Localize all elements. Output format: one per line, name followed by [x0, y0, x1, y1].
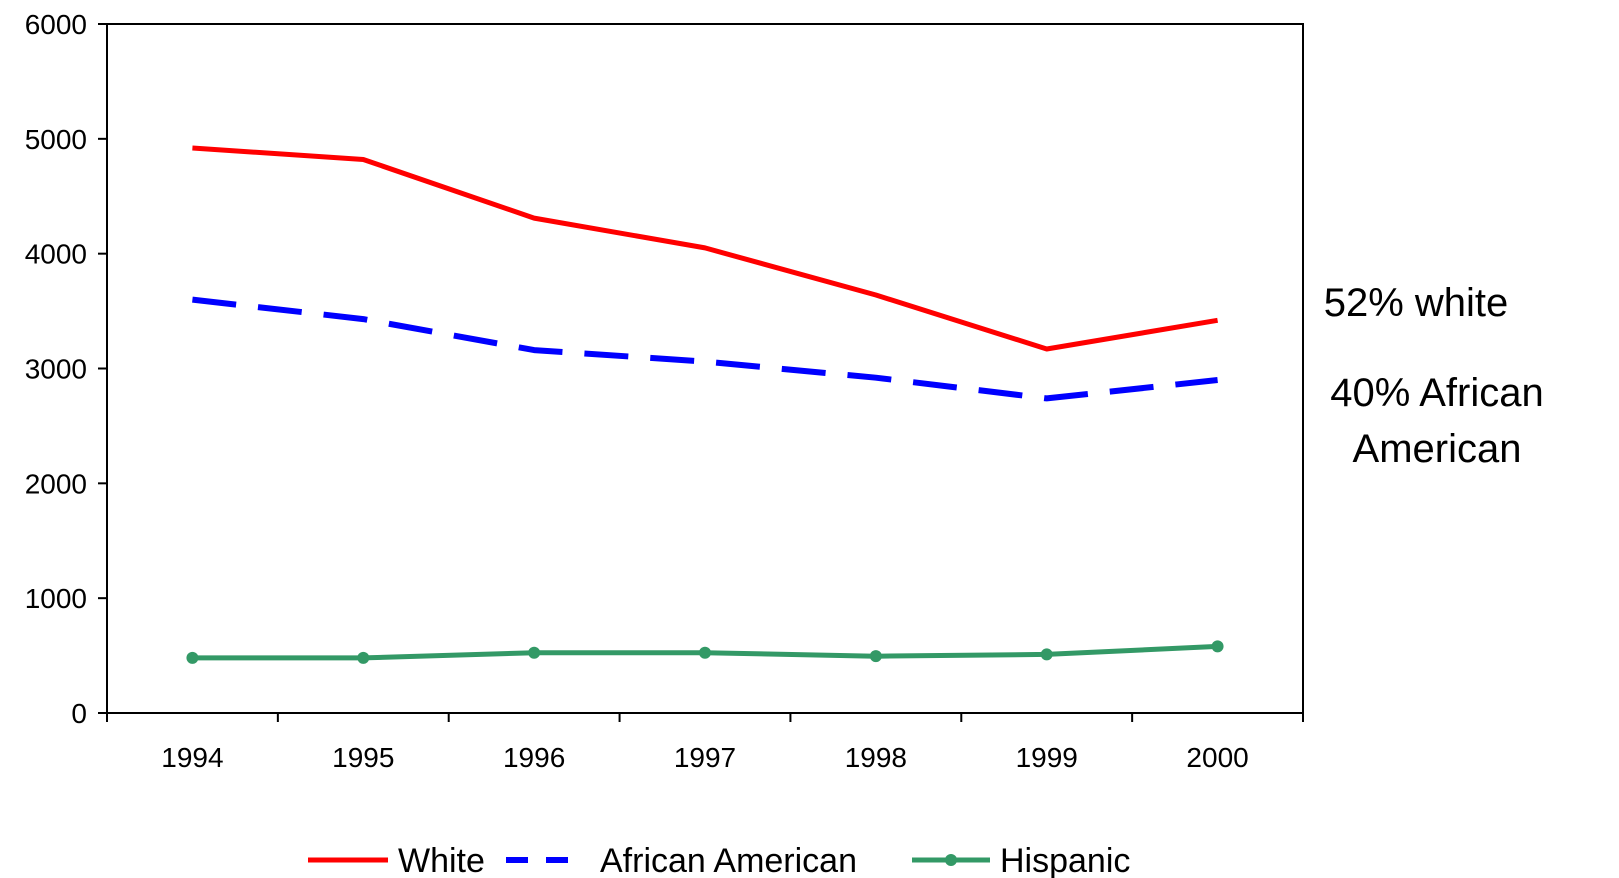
- y-tick-label: 5000: [25, 124, 87, 155]
- annotation-text: American: [1353, 427, 1522, 471]
- annotation-text: 40% African: [1330, 371, 1543, 415]
- series-line-african-american: [192, 296, 1218, 402]
- plot-frame: [106, 23, 1304, 714]
- data-point-hispanic: [528, 646, 541, 659]
- legend-label-african-american: African American: [600, 842, 857, 878]
- data-point-hispanic: [1040, 648, 1053, 661]
- plot-series: [186, 145, 1224, 664]
- data-point-hispanic: [186, 651, 199, 664]
- legend-marker-hispanic: [945, 854, 957, 866]
- x-tick-label: 1997: [674, 742, 736, 773]
- y-tick-label: 6000: [25, 9, 87, 40]
- y-tick-label: 2000: [25, 468, 87, 499]
- x-tick-label: 1994: [161, 742, 223, 773]
- y-tick-label: 4000: [25, 239, 87, 270]
- series-line-white: [192, 145, 1219, 352]
- data-point-hispanic: [357, 651, 370, 664]
- x-tick-label: 2000: [1186, 742, 1248, 773]
- legend-label-white: White: [398, 842, 485, 878]
- data-point-hispanic: [1211, 640, 1224, 653]
- annotations: 52% white 40% African American: [1324, 281, 1544, 471]
- y-tick-label: 1000: [25, 583, 87, 614]
- x-tick-label: 1998: [845, 742, 907, 773]
- x-tick-label: 1999: [1016, 742, 1078, 773]
- data-point-hispanic: [699, 646, 711, 659]
- annotation-text: 52% white: [1324, 281, 1509, 325]
- data-point-hispanic: [869, 650, 882, 663]
- y-tick-label: 0: [71, 698, 87, 729]
- legend: White African American Hispanic: [308, 842, 1130, 878]
- x-tick-label: 1995: [332, 742, 394, 773]
- y-tick-label: 3000: [25, 354, 87, 385]
- axes: 0 1000 2000 3000 4000 5000 6000 1994 1995 1996 199…: [25, 9, 1304, 773]
- x-tick-label: 1996: [503, 742, 565, 773]
- legend-label-hispanic: Hispanic: [1000, 842, 1130, 878]
